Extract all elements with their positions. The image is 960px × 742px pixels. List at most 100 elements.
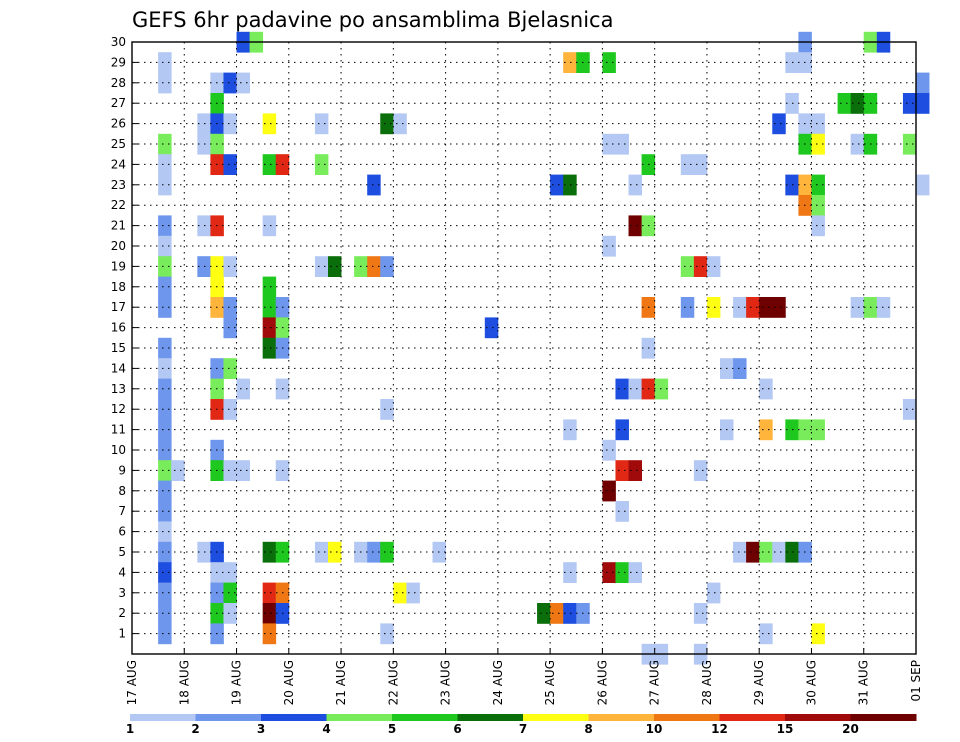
colorbar-label: 2 bbox=[191, 722, 199, 736]
heatmap-cell bbox=[602, 439, 616, 461]
heatmap-cell bbox=[223, 460, 237, 481]
y-tick-label: 8 bbox=[118, 484, 126, 498]
colorbar-label: 15 bbox=[777, 722, 794, 736]
heatmap-cell bbox=[158, 174, 172, 196]
colorbar-label: 4 bbox=[322, 722, 330, 736]
colorbar-swatch bbox=[588, 714, 655, 721]
heatmap-cell bbox=[158, 235, 172, 257]
y-tick-label: 7 bbox=[118, 504, 126, 518]
x-tick-label: 20 AUG bbox=[282, 660, 296, 705]
heatmap-cell bbox=[916, 174, 930, 196]
heatmap-cell bbox=[314, 113, 329, 135]
heatmap-cell bbox=[759, 623, 773, 645]
heatmap-cell bbox=[262, 603, 277, 624]
colorbar-label: 10 bbox=[646, 722, 663, 736]
heatmap-cell bbox=[850, 297, 865, 318]
heatmap-cell bbox=[158, 154, 172, 175]
heatmap-cell bbox=[223, 603, 237, 624]
heatmap-cell bbox=[328, 256, 342, 277]
x-tick-label: 28 AUG bbox=[700, 660, 714, 705]
heatmap-cell bbox=[380, 399, 394, 420]
heatmap-cell bbox=[262, 113, 277, 135]
heatmap-cell bbox=[759, 419, 773, 441]
heatmap-cell bbox=[550, 603, 564, 624]
y-tick-label: 11 bbox=[111, 423, 126, 437]
y-tick-label: 9 bbox=[118, 463, 126, 477]
heatmap-cell bbox=[223, 113, 237, 135]
heatmap-cell bbox=[550, 174, 564, 196]
heatmap-cell bbox=[876, 297, 891, 318]
heatmap-cell bbox=[759, 378, 773, 400]
colorbar-swatch bbox=[392, 714, 458, 721]
heatmap-cell bbox=[916, 72, 930, 94]
y-tick-label: 29 bbox=[111, 55, 126, 69]
heatmap-cell bbox=[262, 154, 277, 175]
heatmap-cell bbox=[772, 541, 786, 563]
heatmap-cell bbox=[811, 195, 825, 216]
heatmap-cell bbox=[706, 582, 721, 604]
colorbar-label: 6 bbox=[453, 722, 461, 736]
y-tick-label: 14 bbox=[111, 361, 126, 375]
colorbar-swatch bbox=[785, 714, 851, 721]
heatmap-cell bbox=[158, 419, 172, 441]
heatmap-cell bbox=[706, 256, 721, 277]
y-tick-label: 19 bbox=[111, 259, 126, 273]
heatmap-cell bbox=[158, 358, 172, 379]
heatmap-cell bbox=[367, 174, 381, 196]
heatmap-cell bbox=[380, 113, 394, 135]
colorbar-swatch bbox=[523, 714, 589, 721]
colorbar-swatch bbox=[719, 714, 786, 721]
colorbar-label: 1 bbox=[126, 722, 134, 736]
heatmap-cell bbox=[158, 72, 172, 94]
x-tick-label: 22 AUG bbox=[386, 660, 400, 705]
heatmap-cell bbox=[615, 562, 629, 583]
heatmap-cell bbox=[746, 541, 760, 563]
heatmap-cell bbox=[615, 501, 629, 522]
heatmap-cell bbox=[158, 460, 172, 481]
heatmap-cell bbox=[393, 113, 407, 135]
heatmap-cell bbox=[262, 276, 277, 298]
heatmap-cell bbox=[759, 297, 773, 318]
heatmap-cell bbox=[367, 256, 381, 277]
x-tick-label: 23 AUG bbox=[439, 660, 453, 705]
heatmap-cell bbox=[733, 541, 747, 563]
heatmap-cell bbox=[680, 256, 695, 277]
heatmap-cell bbox=[628, 174, 642, 196]
heatmap-cell bbox=[902, 93, 917, 114]
heatmap-cell bbox=[484, 317, 499, 339]
heatmap-cell bbox=[811, 215, 825, 237]
heatmap-cell bbox=[367, 541, 381, 563]
y-tick-label: 6 bbox=[118, 525, 126, 539]
x-axis: 17 AUG 18 AUG 19 AUG 20 AUG 21 AUG 22 AUG 23 A… bbox=[125, 648, 923, 705]
heatmap-cell bbox=[262, 541, 277, 563]
heatmap-cell bbox=[262, 215, 277, 237]
heatmap-cell bbox=[772, 297, 786, 318]
heatmap-cell bbox=[628, 460, 642, 481]
heatmap-cell bbox=[158, 133, 172, 155]
heatmap-cell bbox=[693, 256, 708, 277]
heatmap-cell bbox=[223, 154, 237, 175]
y-tick-label: 22 bbox=[111, 198, 126, 212]
y-tick-label: 27 bbox=[111, 96, 126, 110]
x-tick-label: 26 AUG bbox=[595, 660, 609, 705]
y-tick-label: 16 bbox=[111, 321, 126, 335]
heatmap-cell bbox=[262, 623, 277, 645]
x-tick-label: 31 AUG bbox=[857, 660, 871, 705]
heatmap-cell bbox=[563, 419, 577, 441]
heatmap-cell bbox=[902, 399, 917, 420]
heatmap-cell bbox=[328, 541, 342, 563]
heatmap-cell bbox=[223, 399, 237, 420]
colorbar-swatch bbox=[195, 714, 262, 721]
y-tick-label: 23 bbox=[111, 178, 126, 192]
x-tick-label: 25 AUG bbox=[543, 660, 557, 705]
colorbar-swatch bbox=[457, 714, 524, 721]
heatmap-cell bbox=[158, 623, 172, 645]
heatmap-cell bbox=[223, 562, 237, 583]
heatmap-cell bbox=[563, 603, 577, 624]
heatmap-cell bbox=[902, 133, 917, 155]
heatmap-cell bbox=[628, 215, 642, 237]
heatmap-cell bbox=[158, 603, 172, 624]
heatmap-cell bbox=[406, 582, 420, 604]
x-tick-label: 18 AUG bbox=[177, 660, 191, 705]
colorbar-label: 5 bbox=[388, 722, 396, 736]
